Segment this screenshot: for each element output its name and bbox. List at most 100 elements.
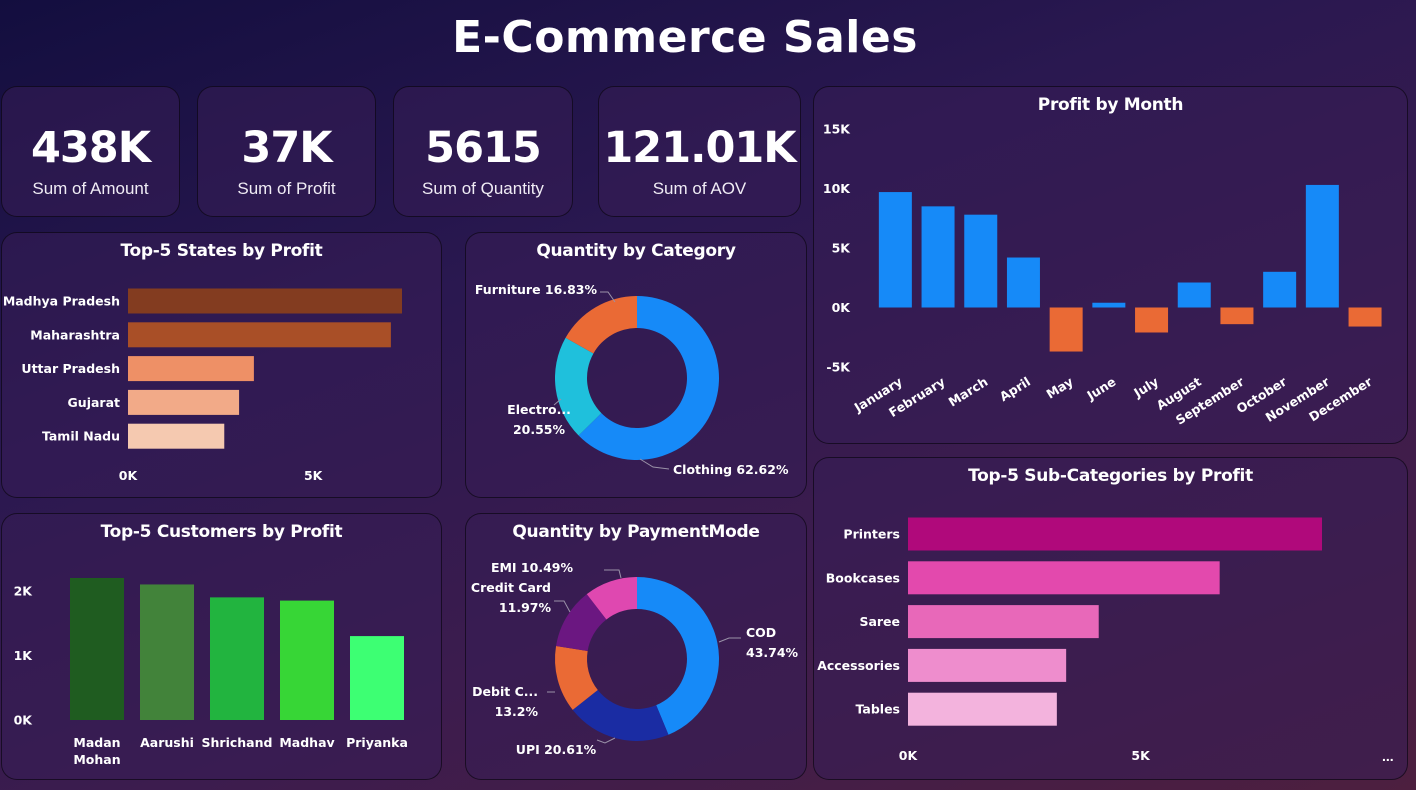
payment-donut-chart: COD 43.74% UPI 20.61% Debit C... 13.2% Credit… [471,560,799,757]
payment-slice [637,577,719,735]
kpi-value-aov: 121.01K [603,123,796,173]
subcat-category-label: Printers [843,527,900,542]
month-ytick-label: 0K [832,300,852,315]
subcat-category-label: Accessories [817,658,900,673]
payment-slice-label: EMI 10.49% [491,560,574,575]
states-bar [128,423,225,449]
month-category-label: May [1044,374,1076,402]
kpi-card-aov[interactable]: 121.01K Sum of AOV [598,86,801,217]
states-bar-chart: Madhya Pradesh Maharashtra Uttar Pradesh Gu… [3,288,402,483]
month-ytick-label: 5K [832,241,852,256]
customers-bar-chart: 2K 1K 0K Madan Mohan Aarushi Shrichand Madhav Pr… [14,578,408,767]
kpi-card-profit[interactable]: 37K Sum of Profit [197,86,376,217]
states-category-label: Tamil Nadu [42,429,120,444]
subcat-bar [908,692,1057,726]
category-slice-label: 20.55% [513,422,566,437]
customers-bar [210,597,264,720]
subcat-xtick-label: 0K [899,748,919,763]
month-ytick-label: 15K [823,122,851,137]
month-bar [921,206,955,308]
subcat-category-label: Tables [855,702,900,717]
payment-slice [572,690,669,741]
payment-slice-label: 43.74% [746,645,799,660]
customers-bar [280,600,334,720]
month-chart-title: Profit by Month [1037,95,1184,115]
category-chart-card[interactable]: Quantity by Category Clothing 62.62% Elec… [465,232,807,498]
kpi-card-amount[interactable]: 438K Sum of Amount [1,86,180,217]
customers-ytick-label: 0K [14,713,34,728]
payment-slice [555,645,598,710]
customers-chart-title: Top-5 Customers by Profit [100,522,343,542]
more-options-indicator[interactable]: ... [1382,748,1394,764]
states-bar [128,356,254,382]
payment-slice-label: 11.97% [499,600,552,615]
payment-slice [556,594,607,652]
kpi-value-quantity: 5615 [425,123,542,173]
customers-ytick-label: 1K [14,648,34,663]
payment-chart-card[interactable]: Quantity by PaymentMode COD 43.74% UPI 20.… [465,513,807,780]
payment-slice-label: 13.2% [495,704,539,719]
category-slice-label: Electro... [507,402,571,417]
payment-slice [586,577,637,620]
month-category-label: July [1130,374,1161,401]
category-chart-title: Quantity by Category [536,241,736,261]
kpi-value-profit: 37K [241,123,332,173]
customers-category-label: Mohan [73,752,120,767]
category-slice [555,337,602,436]
customers-category-label: Madan [73,735,120,750]
month-bar [1049,307,1083,352]
payment-leader-line [604,569,622,579]
month-bar [1135,307,1169,333]
category-slice-label: Furniture 16.83% [475,282,598,297]
category-slice [578,296,719,460]
category-leader-line [600,291,616,303]
payment-slice-label: UPI 20.61% [516,742,597,757]
subcat-category-label: Bookcases [826,570,900,585]
states-category-label: Uttar Pradesh [21,361,120,376]
states-category-label: Madhya Pradesh [3,294,120,309]
customers-bar [350,636,404,720]
customers-ytick-label: 2K [14,583,34,598]
payment-leader-line [554,600,571,613]
month-bar [1348,307,1382,327]
subcat-bar-chart: Printers Bookcases Saree Accessories Tables 0… [817,517,1322,763]
subcat-xtick-label: 5K [1131,748,1151,763]
kpi-card-quantity[interactable]: 5615 Sum of Quantity [393,86,573,217]
states-bar [128,322,391,348]
kpi-label-aov: Sum of AOV [652,179,747,198]
subcat-bar [908,648,1067,682]
subcat-bar [908,517,1322,551]
states-bar [128,288,402,314]
states-category-label: Gujarat [68,395,120,410]
month-category-label: April [997,374,1033,404]
subcat-category-label: Saree [859,614,900,629]
subcat-chart-title: Top-5 Sub-Categories by Profit [968,466,1253,486]
states-chart-card[interactable]: Top-5 States by Profit Madhya Pradesh Mah… [1,232,442,498]
payment-leader-line [596,737,616,744]
month-bar [1263,271,1297,308]
month-category-label: June [1083,374,1118,404]
states-category-label: Maharashtra [30,327,120,342]
category-leader-line [553,398,562,406]
category-slice-label: Clothing 62.62% [673,462,789,477]
states-bar [128,389,240,415]
payment-slice-label: COD [746,625,776,640]
customers-category-label: Priyanka [346,735,408,750]
month-ytick-label: 10K [823,181,851,196]
subcat-bar [908,561,1220,595]
kpi-label-quantity: Sum of Quantity [422,179,544,198]
payment-chart-title: Quantity by PaymentMode [512,522,760,542]
subcat-chart-card[interactable]: Top-5 Sub-Categories by Profit Printers B… [813,457,1408,780]
customers-chart-card[interactable]: Top-5 Customers by Profit 2K 1K 0K Madan Moh… [1,513,442,780]
month-category-label: March [946,374,991,410]
month-bar [1305,184,1339,308]
subcat-bar [908,605,1099,639]
payment-leader-line [718,637,741,643]
month-bar [878,192,912,308]
month-chart-card[interactable]: Profit by Month 15K 10K 5K 0K -5K January Febr… [813,86,1408,444]
kpi-value-amount: 438K [30,123,151,173]
month-bar [1006,257,1040,308]
month-bar [1177,282,1211,308]
kpi-label-amount: Sum of Amount [32,179,149,198]
